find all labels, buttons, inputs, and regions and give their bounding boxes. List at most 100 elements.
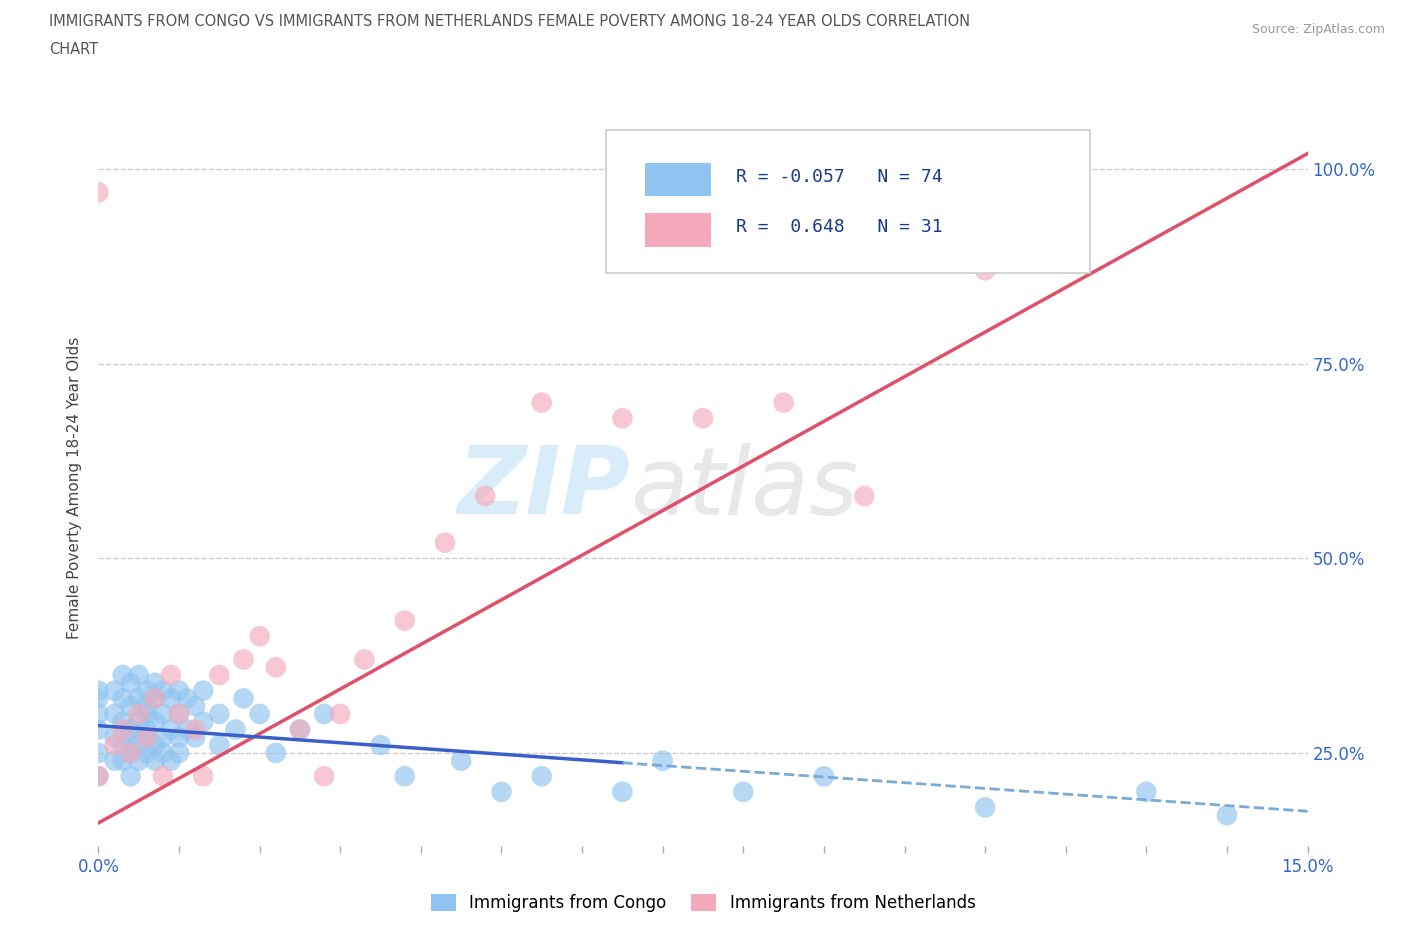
Point [111, 691, 134, 706]
Point [128, 753, 150, 768]
Point [232, 691, 254, 706]
Point [111, 737, 134, 752]
Point [152, 684, 174, 698]
Point [152, 707, 174, 722]
Point [974, 800, 997, 815]
Point [314, 769, 336, 784]
Point [772, 395, 794, 410]
Point [103, 684, 125, 698]
Point [176, 722, 198, 737]
Text: atlas: atlas [630, 443, 859, 534]
Y-axis label: Female Poverty Among 18-24 Year Olds: Female Poverty Among 18-24 Year Olds [67, 338, 83, 640]
Point [128, 714, 150, 729]
Point [176, 691, 198, 706]
Point [353, 652, 375, 667]
Point [120, 730, 142, 745]
Point [87, 684, 110, 698]
Text: R = -0.057   N = 74: R = -0.057 N = 74 [735, 167, 942, 186]
Point [160, 722, 183, 737]
Point [120, 722, 142, 737]
Point [135, 746, 157, 761]
Text: R =  0.648   N = 31: R = 0.648 N = 31 [735, 218, 942, 236]
Point [135, 707, 157, 722]
Point [249, 629, 271, 644]
Point [143, 753, 166, 768]
Point [530, 769, 553, 784]
Point [314, 707, 336, 722]
Point [135, 722, 157, 737]
Point [974, 263, 997, 278]
Point [733, 784, 755, 799]
Point [128, 707, 150, 722]
Point [120, 769, 142, 784]
Point [530, 395, 553, 410]
FancyBboxPatch shape [606, 130, 1090, 273]
Point [612, 411, 634, 426]
Point [224, 722, 246, 737]
Point [208, 707, 231, 722]
Point [103, 737, 125, 752]
Point [1135, 784, 1157, 799]
Point [184, 698, 207, 713]
FancyBboxPatch shape [645, 163, 711, 196]
Point [111, 668, 134, 683]
Point [152, 746, 174, 761]
Point [103, 707, 125, 722]
Point [87, 769, 110, 784]
Point [394, 613, 416, 628]
Point [135, 698, 157, 713]
Point [128, 691, 150, 706]
Point [434, 536, 457, 551]
Point [160, 668, 183, 683]
Point [135, 684, 157, 698]
Point [167, 746, 190, 761]
Point [167, 684, 190, 698]
Point [87, 722, 110, 737]
Point [87, 707, 110, 722]
Point [491, 784, 513, 799]
Point [143, 691, 166, 706]
Point [87, 769, 110, 784]
Point [87, 746, 110, 761]
Point [103, 753, 125, 768]
FancyBboxPatch shape [645, 213, 711, 246]
Point [128, 737, 150, 752]
Point [394, 769, 416, 784]
Point [264, 746, 287, 761]
Point [160, 691, 183, 706]
Point [143, 737, 166, 752]
Point [208, 668, 231, 683]
Text: CHART: CHART [49, 42, 98, 57]
Point [143, 714, 166, 729]
Point [167, 730, 190, 745]
Point [193, 684, 215, 698]
Point [288, 722, 311, 737]
Legend: Immigrants from Congo, Immigrants from Netherlands: Immigrants from Congo, Immigrants from N… [430, 895, 976, 912]
Point [120, 698, 142, 713]
Point [111, 753, 134, 768]
Point [167, 707, 190, 722]
Point [152, 769, 174, 784]
Point [152, 730, 174, 745]
Point [288, 722, 311, 737]
Point [87, 691, 110, 706]
Point [249, 707, 271, 722]
Point [103, 730, 125, 745]
Point [651, 753, 673, 768]
Point [612, 784, 634, 799]
Point [450, 753, 472, 768]
Point [160, 753, 183, 768]
Point [370, 737, 392, 752]
Point [329, 707, 352, 722]
Point [208, 737, 231, 752]
Point [143, 691, 166, 706]
Point [167, 707, 190, 722]
Point [184, 730, 207, 745]
Point [232, 652, 254, 667]
Point [143, 675, 166, 690]
Point [135, 730, 157, 745]
Point [193, 714, 215, 729]
Point [120, 746, 142, 761]
Text: ZIP: ZIP [457, 443, 630, 534]
Text: IMMIGRANTS FROM CONGO VS IMMIGRANTS FROM NETHERLANDS FEMALE POVERTY AMONG 18-24 : IMMIGRANTS FROM CONGO VS IMMIGRANTS FROM… [49, 14, 970, 29]
